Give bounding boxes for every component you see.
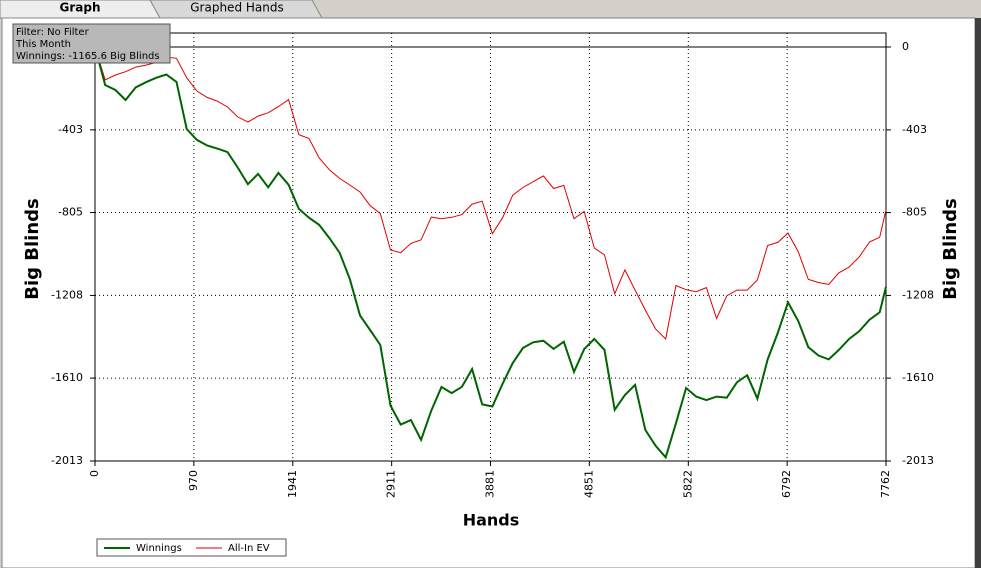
- info-box: [12, 23, 171, 64]
- y-tick-label: -2013: [51, 454, 83, 467]
- x-tick-label: 1941: [286, 470, 299, 498]
- x-tick-label: 7762: [879, 470, 892, 498]
- info-text: Winnings: -1165.6 Big Blinds: [16, 51, 160, 62]
- x-tick-label: 6792: [780, 470, 793, 498]
- y-tick-label: -2013: [902, 454, 934, 467]
- y-tick-label: -1610: [51, 371, 83, 384]
- x-tick-label: 2911: [385, 470, 398, 498]
- series-line: [94, 46, 887, 341]
- info-text: This Month: [15, 39, 71, 50]
- y-axis-label: Big Blinds: [22, 198, 43, 300]
- legend-label: All-In EV: [228, 543, 270, 554]
- y-tick-label: -805: [58, 206, 83, 219]
- series-line: [94, 46, 887, 460]
- x-tick-label: 3881: [484, 470, 497, 498]
- x-tick-label: 970: [187, 470, 200, 491]
- y-tick-label: -1208: [51, 288, 83, 301]
- y-tick-label: -1610: [902, 371, 934, 384]
- info-text: Filter: No Filter: [16, 27, 90, 38]
- y-tick-label: -1208: [902, 288, 934, 301]
- tab[interactable]: [149, 0, 323, 19]
- tab-label[interactable]: Graph: [60, 1, 101, 15]
- x-tick-label: 5822: [681, 470, 694, 498]
- x-tick-label: 0: [88, 470, 101, 477]
- x-axis-label: Hands: [463, 511, 520, 530]
- tab-active[interactable]: [0, 0, 161, 19]
- y-tick-label: -805: [902, 206, 927, 219]
- x-tick-label: 4851: [582, 470, 595, 498]
- plot: 0 0 -403 -403 -805 -805 -1208 -1208 -1610 -1610 -2…: [51, 32, 934, 498]
- y-tick-label: -403: [58, 123, 83, 136]
- tab-label[interactable]: Graphed Hands: [190, 1, 283, 15]
- y-tick-label: 0: [902, 40, 909, 53]
- y-tick-label: -403: [902, 123, 927, 136]
- legend: [96, 538, 287, 557]
- legend-label: Winnings: [136, 543, 182, 554]
- border: [975, 18, 981, 568]
- y-axis-label: Big Blinds: [940, 198, 961, 300]
